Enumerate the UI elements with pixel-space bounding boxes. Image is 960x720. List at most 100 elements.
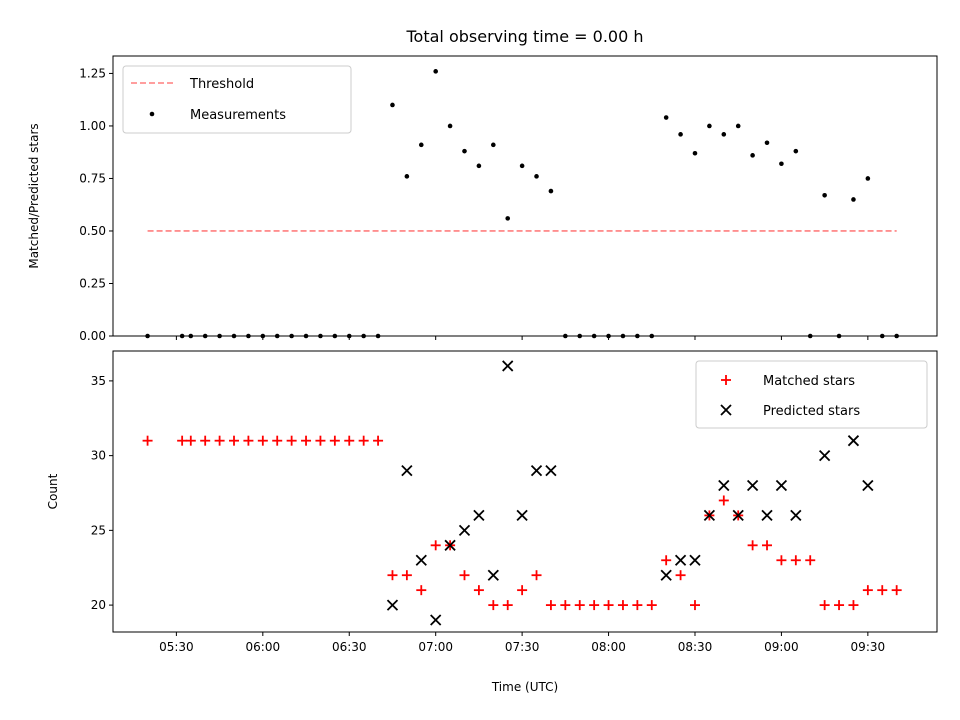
- measurement-point: [851, 197, 856, 202]
- matched-star-point: [344, 435, 355, 446]
- measurement-point: [433, 69, 438, 74]
- measurement-point: [764, 140, 770, 146]
- matched-star-point: [142, 435, 153, 446]
- matched-star-point: [243, 435, 254, 446]
- legend-predicted-swatch: [720, 404, 732, 416]
- predicted-star-point: [674, 554, 687, 566]
- x-stroke: [847, 435, 860, 447]
- matched-star-point: [834, 600, 845, 611]
- legend-predicted-label: Predicted stars: [763, 404, 860, 419]
- predicted-star-point: [775, 479, 788, 492]
- predicted-star-point: [703, 509, 716, 522]
- predicted-star-point: [746, 479, 759, 492]
- measurement-point: [404, 174, 410, 179]
- x-tick-label: 06:30: [332, 640, 367, 654]
- matched-star-point: [200, 435, 211, 446]
- x-stroke: [775, 479, 788, 492]
- x-stroke: [689, 554, 701, 566]
- x-tick-label: 07:30: [505, 640, 540, 654]
- x-stroke: [746, 479, 759, 492]
- x-stroke: [718, 479, 730, 492]
- x-tick-label: 05:30: [159, 640, 194, 654]
- measurement-point: [865, 176, 871, 181]
- predicted-star-point: [545, 464, 557, 477]
- x-stroke: [790, 509, 802, 522]
- matched-star-point: [603, 600, 614, 611]
- matched-star-point: [531, 570, 542, 581]
- x-tick-label: 09:30: [851, 640, 886, 654]
- matched-star-point: [358, 435, 369, 446]
- legend-matched-label: Matched stars: [763, 374, 855, 389]
- y-tick-label: 0.25: [79, 276, 106, 290]
- y-tick-label: 1.00: [79, 119, 106, 133]
- matched-star-point: [373, 435, 384, 446]
- measurement-point: [663, 115, 669, 120]
- measurement-point: [519, 163, 525, 169]
- matched-star-point: [401, 570, 412, 581]
- matched-star-point: [473, 585, 484, 596]
- ratio-axes-frame: [112, 55, 938, 337]
- x-stroke: [732, 509, 744, 522]
- matched-star-point: [718, 495, 729, 506]
- measurement-point: [779, 161, 784, 167]
- y-tick-label: 0.75: [79, 171, 106, 185]
- predicted-star-point: [502, 360, 514, 372]
- matched-star-point: [805, 555, 816, 566]
- matched-star-point: [762, 540, 773, 551]
- x-tick-label: 08:30: [678, 640, 713, 654]
- x-stroke: [674, 554, 687, 566]
- matched-star-point: [387, 570, 398, 581]
- matched-star-point: [416, 585, 427, 596]
- predicted-star-point: [660, 569, 672, 581]
- y-tick-label: 1.25: [79, 66, 106, 80]
- measurement-point: [721, 132, 727, 137]
- x-stroke: [444, 539, 456, 551]
- matched-star-point: [185, 435, 196, 446]
- legend-matched-swatch: [721, 375, 731, 385]
- y-tick-label: 0.00: [79, 329, 106, 343]
- x-axis-label: Time (UTC): [491, 680, 558, 694]
- y-tick-label: 20: [91, 598, 106, 612]
- ratio-legend: Threshold Measurements: [122, 65, 352, 134]
- predicted-star-point: [401, 464, 413, 477]
- matched-star-point: [675, 570, 686, 581]
- matched-star-point: [329, 435, 340, 446]
- legend-plus: [721, 375, 731, 385]
- x-stroke: [545, 464, 557, 477]
- y-ticks-count: 20 25 30 35: [91, 374, 113, 612]
- matched-star-point: [862, 585, 873, 596]
- matched-star-point: [689, 600, 700, 611]
- measurement-point: [678, 132, 683, 137]
- x-stroke: [473, 509, 485, 522]
- matched-star-point: [502, 600, 513, 611]
- predicted-star-point: [732, 509, 744, 522]
- legend-box: [695, 360, 928, 429]
- measurement-point: [505, 216, 511, 221]
- y-tick-label: 30: [91, 449, 106, 463]
- matched-star-point: [286, 435, 297, 446]
- matched-star-point: [819, 600, 830, 611]
- x-stroke: [530, 464, 543, 477]
- measurement-point: [476, 163, 482, 169]
- x-tick-label: 06:00: [246, 640, 281, 654]
- matched-star-point: [589, 600, 600, 611]
- matched-star-point: [617, 600, 628, 611]
- x-tick-label: 09:00: [764, 640, 799, 654]
- matched-star-point: [229, 435, 240, 446]
- matched-star-point: [560, 600, 571, 611]
- predicted-star-point: [430, 614, 442, 626]
- x-stroke: [818, 449, 831, 462]
- counts-panel: Count Time (UTC) 20 25 30 35 05:30 06:00 06:3…: [46, 350, 938, 694]
- predicted-star-point: [530, 464, 543, 477]
- legend-box: [122, 65, 352, 134]
- matched-star-point: [776, 555, 787, 566]
- predicted-star-point: [718, 479, 730, 492]
- matched-star-point: [257, 435, 268, 446]
- matched-star-point: [272, 435, 283, 446]
- x-ticks-time: 05:30 06:00 06:30 07:00 07:30 08:00 08:30 09:00…: [159, 632, 885, 654]
- matched-star-point: [632, 600, 643, 611]
- predicted-star-point: [458, 524, 471, 536]
- measurement-point: [447, 123, 453, 129]
- x-tick-label: 08:00: [591, 640, 626, 654]
